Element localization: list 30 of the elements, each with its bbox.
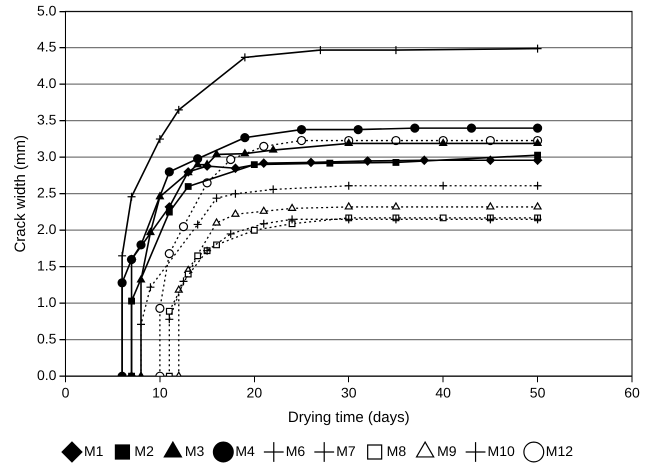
y-tick-label: 5.0 bbox=[36, 2, 57, 18]
legend-label: M9 bbox=[437, 442, 457, 459]
x-tick-label: 60 bbox=[624, 384, 640, 400]
x-tick-label: 0 bbox=[62, 384, 70, 400]
y-tick-label: 2.5 bbox=[36, 184, 57, 201]
legend-label: M2 bbox=[134, 442, 154, 459]
x-axis-title: Drying time (days) bbox=[288, 409, 410, 426]
y-tick-label: 3.5 bbox=[36, 112, 57, 128]
y-tick-label: 0.5 bbox=[36, 330, 57, 347]
x-tick-label: 10 bbox=[152, 384, 168, 400]
y-tick-label: 4.5 bbox=[36, 38, 57, 55]
x-tick-label: 30 bbox=[340, 384, 357, 400]
y-tick-label: 1.5 bbox=[36, 258, 57, 274]
y-tick-label: 4.0 bbox=[36, 75, 57, 92]
legend-label: M12 bbox=[546, 442, 574, 459]
y-tick-label: 3.0 bbox=[36, 148, 57, 164]
y-tick-label: 1.0 bbox=[36, 294, 57, 310]
legend-label: M10 bbox=[488, 442, 516, 459]
y-tick-label: 2.0 bbox=[36, 221, 57, 238]
legend-label: M3 bbox=[184, 442, 205, 459]
x-tick-label: 20 bbox=[246, 384, 262, 400]
legend-label: M6 bbox=[286, 442, 306, 459]
legend-label: M8 bbox=[386, 442, 406, 459]
legend-label: M4 bbox=[235, 442, 255, 459]
y-tick-label: 0.0 bbox=[36, 367, 57, 384]
x-tick-label: 40 bbox=[435, 384, 452, 400]
legend-label: M7 bbox=[336, 442, 356, 459]
x-tick-label: 50 bbox=[530, 384, 546, 400]
legend-label: M1 bbox=[84, 442, 104, 459]
y-axis-title: Crack width (mm) bbox=[12, 135, 30, 253]
